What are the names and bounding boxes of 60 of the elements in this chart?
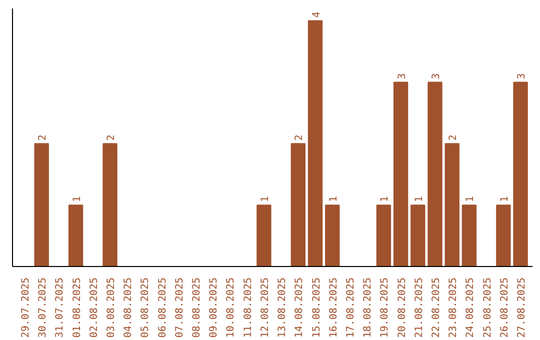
x-tick-label: 23.08.2025 bbox=[448, 277, 460, 338]
bar bbox=[102, 143, 118, 266]
bar bbox=[308, 20, 323, 266]
x-tick-label: 14.08.2025 bbox=[294, 277, 306, 338]
x-tick-label: 24.08.2025 bbox=[465, 277, 476, 338]
x-tick-label: 21.08.2025 bbox=[414, 277, 425, 338]
bar bbox=[444, 143, 460, 266]
bar bbox=[68, 204, 84, 266]
x-tick-label: 29.07.2025 bbox=[20, 277, 32, 338]
data-label: 1 bbox=[328, 196, 340, 202]
x-tick-label: 11.08.2025 bbox=[242, 277, 254, 338]
x-tick-label: 25.08.2025 bbox=[482, 277, 494, 338]
data-label: 3 bbox=[431, 73, 442, 80]
bar bbox=[256, 204, 272, 266]
bar bbox=[496, 204, 511, 266]
bar bbox=[410, 204, 426, 266]
x-tick-label: 27.08.2025 bbox=[516, 277, 528, 338]
x-tick-label: 18.08.2025 bbox=[362, 277, 374, 338]
data-label: 1 bbox=[414, 196, 425, 202]
x-tick-label: 16.08.2025 bbox=[328, 277, 340, 338]
x-tick-label: 05.08.2025 bbox=[140, 277, 152, 338]
x-tick-label: 22.08.2025 bbox=[431, 277, 442, 338]
x-tick-label: 07.08.2025 bbox=[174, 277, 186, 338]
data-label: 1 bbox=[72, 196, 83, 202]
bar bbox=[376, 204, 392, 266]
data-label: 1 bbox=[380, 196, 391, 202]
data-label: 1 bbox=[260, 196, 271, 202]
x-tick-label: 09.08.2025 bbox=[208, 277, 220, 338]
x-tick-label: 30.07.2025 bbox=[38, 277, 49, 338]
x-tick-label: 19.08.2025 bbox=[380, 277, 391, 338]
data-label: 1 bbox=[499, 196, 510, 202]
data-label: 1 bbox=[465, 196, 476, 202]
x-tick-label: 26.08.2025 bbox=[499, 277, 510, 338]
data-label: 2 bbox=[294, 134, 306, 141]
data-label: 3 bbox=[396, 73, 408, 80]
bar bbox=[34, 143, 49, 266]
x-tick-label: 10.08.2025 bbox=[226, 277, 237, 338]
data-label: 2 bbox=[448, 134, 460, 141]
x-tick-label: 04.08.2025 bbox=[123, 277, 134, 338]
bar bbox=[428, 82, 442, 266]
bar bbox=[462, 204, 477, 266]
bar bbox=[290, 143, 306, 266]
x-tick-label: 17.08.2025 bbox=[345, 277, 356, 338]
bar bbox=[513, 82, 528, 266]
x-tick-label: 15.08.2025 bbox=[311, 277, 322, 338]
x-tick-label: 12.08.2025 bbox=[260, 277, 271, 338]
x-tick-label: 01.08.2025 bbox=[72, 277, 83, 338]
x-tick-label: 13.08.2025 bbox=[277, 277, 288, 338]
bar bbox=[393, 82, 408, 266]
data-label: 2 bbox=[38, 134, 49, 141]
data-label: 3 bbox=[516, 73, 528, 80]
x-tick-label: 31.07.2025 bbox=[54, 277, 66, 338]
data-label: 4 bbox=[311, 12, 322, 18]
x-tick-label: 03.08.2025 bbox=[106, 277, 117, 338]
x-tick-label: 06.08.2025 bbox=[157, 277, 168, 338]
data-label: 2 bbox=[106, 134, 117, 141]
x-tick-label: 08.08.2025 bbox=[192, 277, 203, 338]
x-tick-label: 02.08.2025 bbox=[88, 277, 100, 338]
x-tick-label: 20.08.2025 bbox=[396, 277, 408, 338]
bar bbox=[325, 204, 340, 266]
